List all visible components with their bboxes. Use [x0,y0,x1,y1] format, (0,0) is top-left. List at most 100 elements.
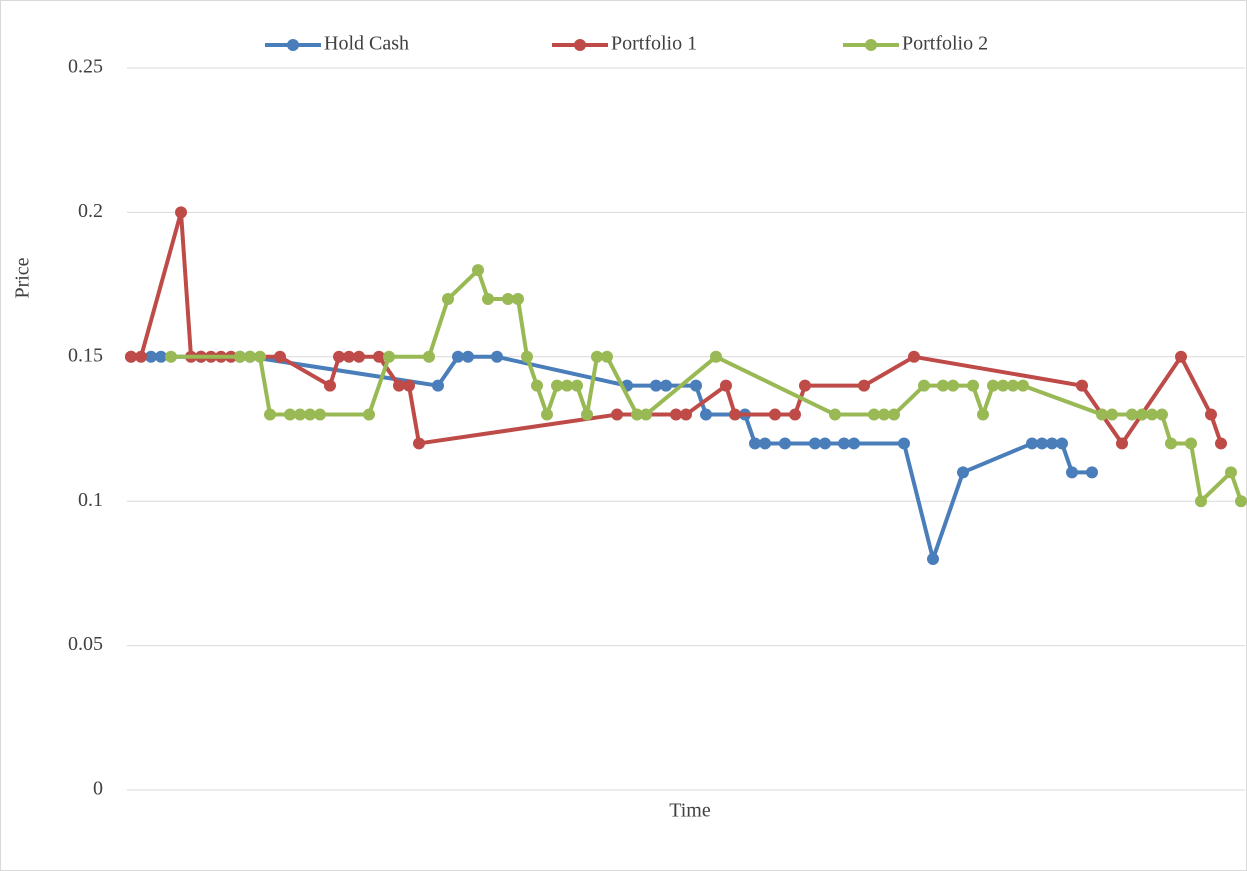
data-point [957,466,969,479]
data-point [274,350,286,363]
data-point [1235,495,1247,508]
data-point [819,437,831,450]
data-point [353,350,365,363]
data-point [1096,408,1108,421]
data-point [1106,408,1118,421]
data-point [937,379,949,392]
data-point [947,379,959,392]
data-point [898,437,910,450]
data-point [363,408,375,421]
data-point [333,350,345,363]
data-point [1185,437,1197,450]
data-point [442,293,454,306]
data-point [1175,350,1187,363]
data-point [918,379,930,392]
data-point [680,408,692,421]
data-point [1205,408,1217,421]
data-point [244,350,256,363]
legend-marker [865,39,877,51]
data-point [1056,437,1068,450]
data-point [908,350,920,363]
data-point [591,350,603,363]
data-point [373,350,385,363]
data-point [987,379,999,392]
data-point [531,379,543,392]
data-point [1017,379,1029,392]
data-point [1116,437,1128,450]
data-point [789,408,801,421]
data-point [264,408,276,421]
data-point [125,350,137,363]
data-point [838,437,850,450]
data-point [145,350,157,363]
data-point [175,206,187,219]
data-point [491,350,503,363]
data-point [1086,466,1098,479]
data-point [234,350,246,363]
data-point [700,408,712,421]
data-point [997,379,1009,392]
data-point [581,408,593,421]
y-tick-label: 0.2 [78,200,103,222]
legend-label: Hold Cash [324,33,409,55]
data-point [551,379,563,392]
data-point [967,379,979,392]
data-point [977,408,989,421]
data-point [690,379,702,392]
data-point [729,408,741,421]
data-point [710,350,722,363]
data-point [1046,437,1058,450]
data-point [304,408,316,421]
data-point [165,350,177,363]
x-axis-label: Time [669,800,711,822]
data-point [1225,466,1237,479]
data-point [512,293,524,306]
data-point [927,552,939,565]
y-axis-label: Price [12,257,34,298]
data-point [1146,408,1158,421]
data-point [294,408,306,421]
data-point [1165,437,1177,450]
data-point [1195,495,1207,508]
data-point [611,408,623,421]
data-point [1007,379,1019,392]
data-point [403,379,415,392]
data-point [343,350,355,363]
data-point [1156,408,1168,421]
data-point [868,408,880,421]
data-point [1126,408,1138,421]
data-point [670,408,682,421]
data-point [660,379,672,392]
legend-marker [287,39,299,51]
data-point [413,437,425,450]
data-point [135,350,147,363]
data-point [452,350,464,363]
data-point [640,408,652,421]
data-point [631,408,643,421]
data-point [432,379,444,392]
data-point [650,379,662,392]
data-point [601,350,613,363]
y-tick-label: 0.15 [68,344,103,366]
legend-label: Portfolio 2 [902,33,988,55]
data-point [759,437,771,450]
data-point [799,379,811,392]
data-point [324,379,336,392]
data-point [502,293,514,306]
data-point [1076,379,1088,392]
data-point [571,379,583,392]
data-point [393,379,405,392]
data-point [472,264,484,277]
data-point [155,350,167,363]
data-point [878,408,890,421]
data-point [462,350,474,363]
data-point [1136,408,1148,421]
data-point [720,379,732,392]
data-point [314,408,326,421]
data-point [749,437,761,450]
data-point [779,437,791,450]
data-point [254,350,266,363]
data-point [1036,437,1048,450]
